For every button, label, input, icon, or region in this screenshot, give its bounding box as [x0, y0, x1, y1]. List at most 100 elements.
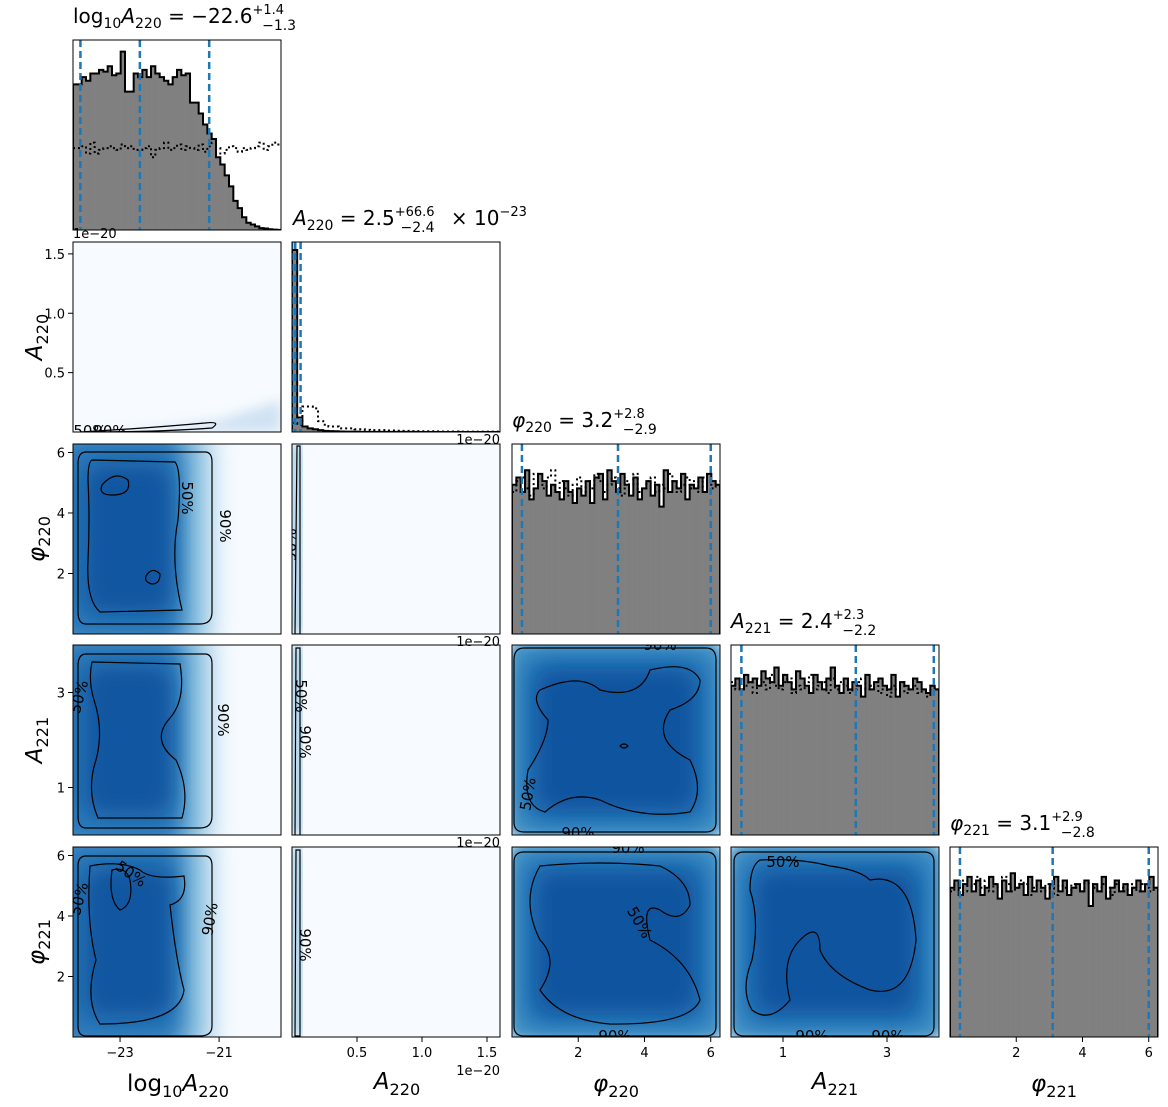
- hist-bar: [603, 499, 608, 634]
- contour-90-group: [77, 855, 213, 1037]
- contour-50: [745, 859, 917, 1016]
- contour-label-90: 90%: [611, 839, 644, 857]
- hist-bar: [525, 470, 530, 634]
- hist-bar: [177, 69, 182, 230]
- hist-bar: [791, 689, 797, 835]
- y-axis-label-A221: A221: [22, 717, 52, 765]
- contour-90-group: [77, 451, 213, 625]
- hist-bar: [585, 481, 591, 634]
- histogram-A221: [731, 645, 939, 835]
- contour-label-90-group: 90%: [93, 422, 126, 432]
- hist-bar: [1045, 898, 1050, 1037]
- contour-90: [513, 647, 717, 833]
- y-tick-label: 1.0: [44, 307, 65, 322]
- title-A221: A221 = 2.4+2.3 −2.2: [729, 608, 876, 639]
- x-tick-label: 1.0: [412, 1046, 433, 1061]
- hist-bar: [250, 224, 256, 230]
- hist-bar: [1080, 891, 1085, 1037]
- hist-bar: [120, 51, 126, 230]
- y-tick-label: 1.5: [44, 248, 65, 263]
- contour-label-90-group: 90%: [598, 1027, 631, 1037]
- contour-label-50-group: 50%: [73, 422, 106, 432]
- x-axis-label-A220: A220: [372, 1069, 420, 1099]
- hist-bar: [676, 488, 682, 634]
- frame-layer: [68, 39, 1159, 1042]
- x-offset-label: 1e−20: [456, 635, 500, 650]
- hist-bar: [843, 678, 849, 835]
- y-tick-label: 4: [57, 910, 65, 925]
- hist-bar: [761, 671, 766, 835]
- hist-bar: [967, 876, 972, 1037]
- hist-bar: [1132, 887, 1137, 1037]
- contour-label-50-group: 50%: [516, 776, 540, 812]
- x-offset-label: 1e−20: [456, 836, 500, 851]
- hist-bar: [954, 880, 959, 1037]
- contour-label-90-group: 90%: [296, 725, 314, 758]
- density-panel-r4c3: [731, 847, 939, 1037]
- hist-bar: [538, 473, 543, 634]
- contour-label-90-group: 90%: [216, 509, 234, 542]
- histogram-phi221: [950, 847, 1158, 1037]
- hist-bar: [971, 891, 977, 1037]
- contour-label-90-group: 90%: [795, 1027, 828, 1037]
- y-tick-label: 4: [57, 507, 65, 522]
- density-panel-r3c1: [292, 645, 500, 835]
- hist-bar: [112, 75, 117, 230]
- contour-50-island: [145, 569, 161, 585]
- density-panel-r4c1: [292, 847, 500, 1037]
- y-axis-label-A220: A220: [22, 314, 52, 362]
- hist-bar: [559, 499, 565, 634]
- hist-bar: [1041, 887, 1046, 1037]
- hist-bar: [1032, 891, 1037, 1037]
- contour-label-90: 90%: [643, 636, 676, 654]
- contour-90-group: [77, 653, 213, 829]
- hist-bar: [800, 678, 805, 835]
- hist-bar: [958, 895, 964, 1037]
- density-sliver: [292, 645, 301, 835]
- contour-50-island: [619, 743, 629, 749]
- hist-bar: [598, 473, 604, 634]
- contour-90: [513, 851, 717, 1037]
- density-blob: [755, 871, 915, 1013]
- contour-90-group: [294, 849, 301, 1037]
- panel-frame-r2c0: [72, 443, 282, 635]
- hist-bar: [659, 506, 664, 634]
- hist-bar: [203, 124, 208, 230]
- hist-bar: [533, 488, 539, 634]
- histogram-log10A220: [73, 40, 281, 230]
- hist-bar: [594, 477, 599, 634]
- density-blob: [83, 464, 173, 614]
- hist-bar: [731, 685, 736, 835]
- hist-bar: [984, 887, 990, 1037]
- hist-bar: [878, 678, 883, 835]
- hist-bar: [817, 682, 823, 835]
- panel-frame-r0c0: [72, 39, 282, 231]
- hist-bar: [778, 685, 784, 835]
- hist-bar: [913, 678, 918, 835]
- hist-bar: [551, 484, 556, 634]
- hist-bar: [129, 91, 134, 230]
- hist-bar: [950, 887, 955, 1037]
- y-tick-label: 2: [57, 970, 65, 985]
- contour-50: [88, 863, 186, 1025]
- title-phi221: φ221 = 3.1+2.9 −2.8: [950, 810, 1095, 841]
- contour-50-island-group: [145, 569, 161, 585]
- hist-bar: [1149, 876, 1154, 1037]
- x-tick-label: 1.5: [477, 1046, 498, 1061]
- contour-label-90: 90%: [871, 1027, 904, 1045]
- hist-bar: [542, 481, 547, 634]
- hist-bar: [1097, 891, 1102, 1037]
- x-axis-label-phi221: φ221: [1031, 1071, 1077, 1101]
- density-panel-r4c2: [512, 847, 720, 1037]
- hist-bar: [211, 139, 217, 230]
- posterior-outline: [73, 50, 281, 230]
- hist-bar: [103, 71, 108, 230]
- hist-bar: [655, 484, 660, 634]
- hist-bar: [198, 113, 204, 230]
- histogram-A220: [292, 242, 500, 432]
- hist-bar: [237, 208, 243, 230]
- hist-bar: [242, 217, 247, 230]
- hist-bar: [1101, 876, 1107, 1037]
- hist-bar: [181, 75, 186, 230]
- hist-bar: [787, 682, 792, 835]
